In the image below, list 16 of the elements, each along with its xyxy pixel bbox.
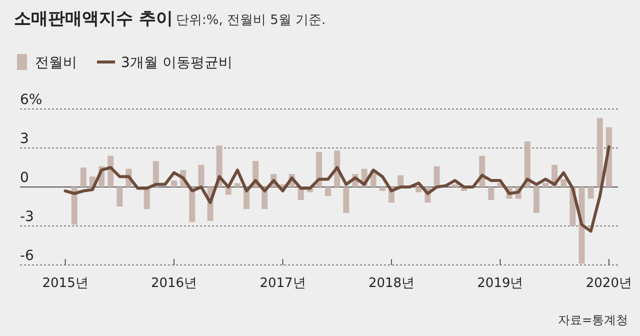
chart-subtitle: 단위:%, 전월비 5월 기준. bbox=[176, 13, 326, 28]
y-tick-label: 0 bbox=[20, 170, 29, 186]
chart-title: 소매판매액지수 추이 bbox=[14, 9, 173, 29]
x-tick-label: 2019년 bbox=[477, 276, 524, 291]
y-tick-label: 3 bbox=[20, 131, 29, 147]
x-tick-label: 2016년 bbox=[150, 276, 198, 291]
x-tick-label: 2020년 bbox=[586, 276, 632, 291]
x-tick-label: 2017년 bbox=[260, 276, 306, 291]
legend-label: 3개월 이동평균비 bbox=[121, 55, 232, 71]
x-tick-label: 2015년 bbox=[42, 276, 88, 291]
x-tick-label: 2018년 bbox=[368, 276, 415, 291]
text: 자료=통계청 bbox=[558, 313, 628, 327]
y-tick-label: -6 bbox=[20, 248, 34, 264]
y-tick-label: -3 bbox=[20, 209, 34, 225]
y-tick-label: 6% bbox=[20, 92, 42, 108]
legend-label: 전월비 bbox=[35, 55, 77, 71]
